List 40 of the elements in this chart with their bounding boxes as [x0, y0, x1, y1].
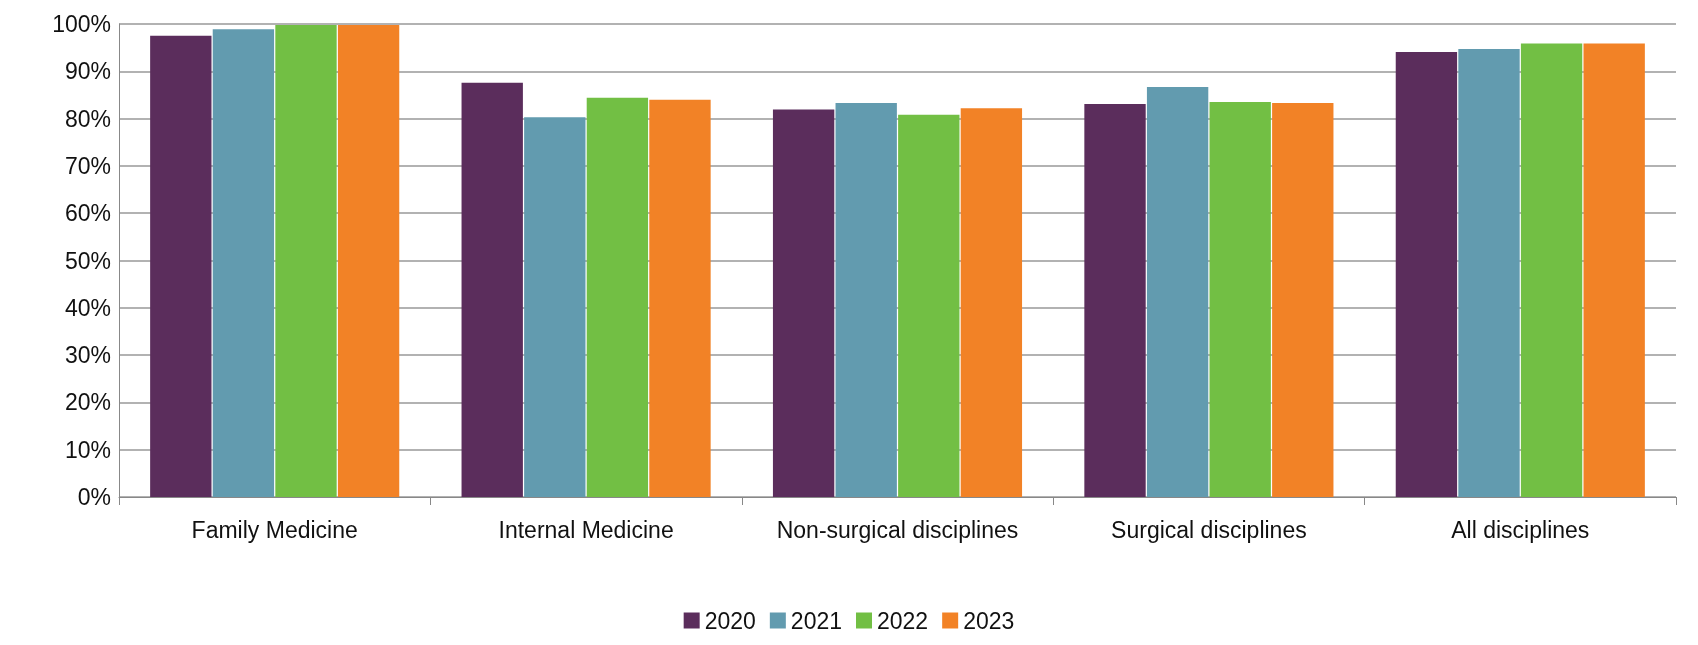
bar	[524, 117, 586, 497]
y-tick-label: 50%	[64, 247, 111, 274]
bar	[898, 114, 960, 497]
y-tick-label: 20%	[64, 389, 111, 416]
bar	[960, 108, 1023, 497]
y-tick-label: 0%	[77, 484, 111, 510]
y-tick-label: 80%	[64, 105, 111, 132]
x-tick-label: Family Medicine	[191, 517, 358, 543]
y-tick-label: 100%	[52, 11, 111, 37]
y-tick-label: 90%	[64, 58, 111, 85]
x-tick-label: Non-surgical disciplines	[776, 517, 1019, 543]
bar	[1272, 102, 1334, 497]
bar	[1209, 102, 1271, 497]
x-tick-label: Surgical disciplines	[1111, 517, 1307, 543]
bar	[275, 24, 337, 497]
y-tick-label: 40%	[64, 294, 111, 321]
x-tick-label: Internal Medicine	[498, 517, 674, 543]
bar	[835, 102, 897, 497]
bar	[1583, 43, 1645, 497]
bar	[586, 97, 649, 497]
y-tick-label: 70%	[64, 152, 111, 179]
bar	[772, 109, 835, 497]
legend-label: 2023	[963, 607, 1015, 634]
bar	[1084, 103, 1146, 497]
legend-label: 2022	[877, 607, 929, 634]
bar	[1395, 51, 1458, 497]
bar	[649, 99, 711, 497]
bar	[337, 24, 400, 497]
x-tick-label: All disciplines	[1451, 517, 1590, 543]
bar	[212, 29, 275, 497]
y-tick-label: 10%	[64, 436, 111, 463]
bar	[1458, 49, 1520, 497]
y-tick-label: 30%	[64, 342, 111, 369]
legend-label: 2020	[704, 607, 756, 634]
bar	[1520, 43, 1583, 497]
y-tick-label: 60%	[64, 200, 111, 227]
bar	[461, 82, 523, 497]
bar	[1146, 86, 1209, 497]
legend-label: 2021	[790, 607, 843, 634]
bar	[150, 35, 212, 497]
